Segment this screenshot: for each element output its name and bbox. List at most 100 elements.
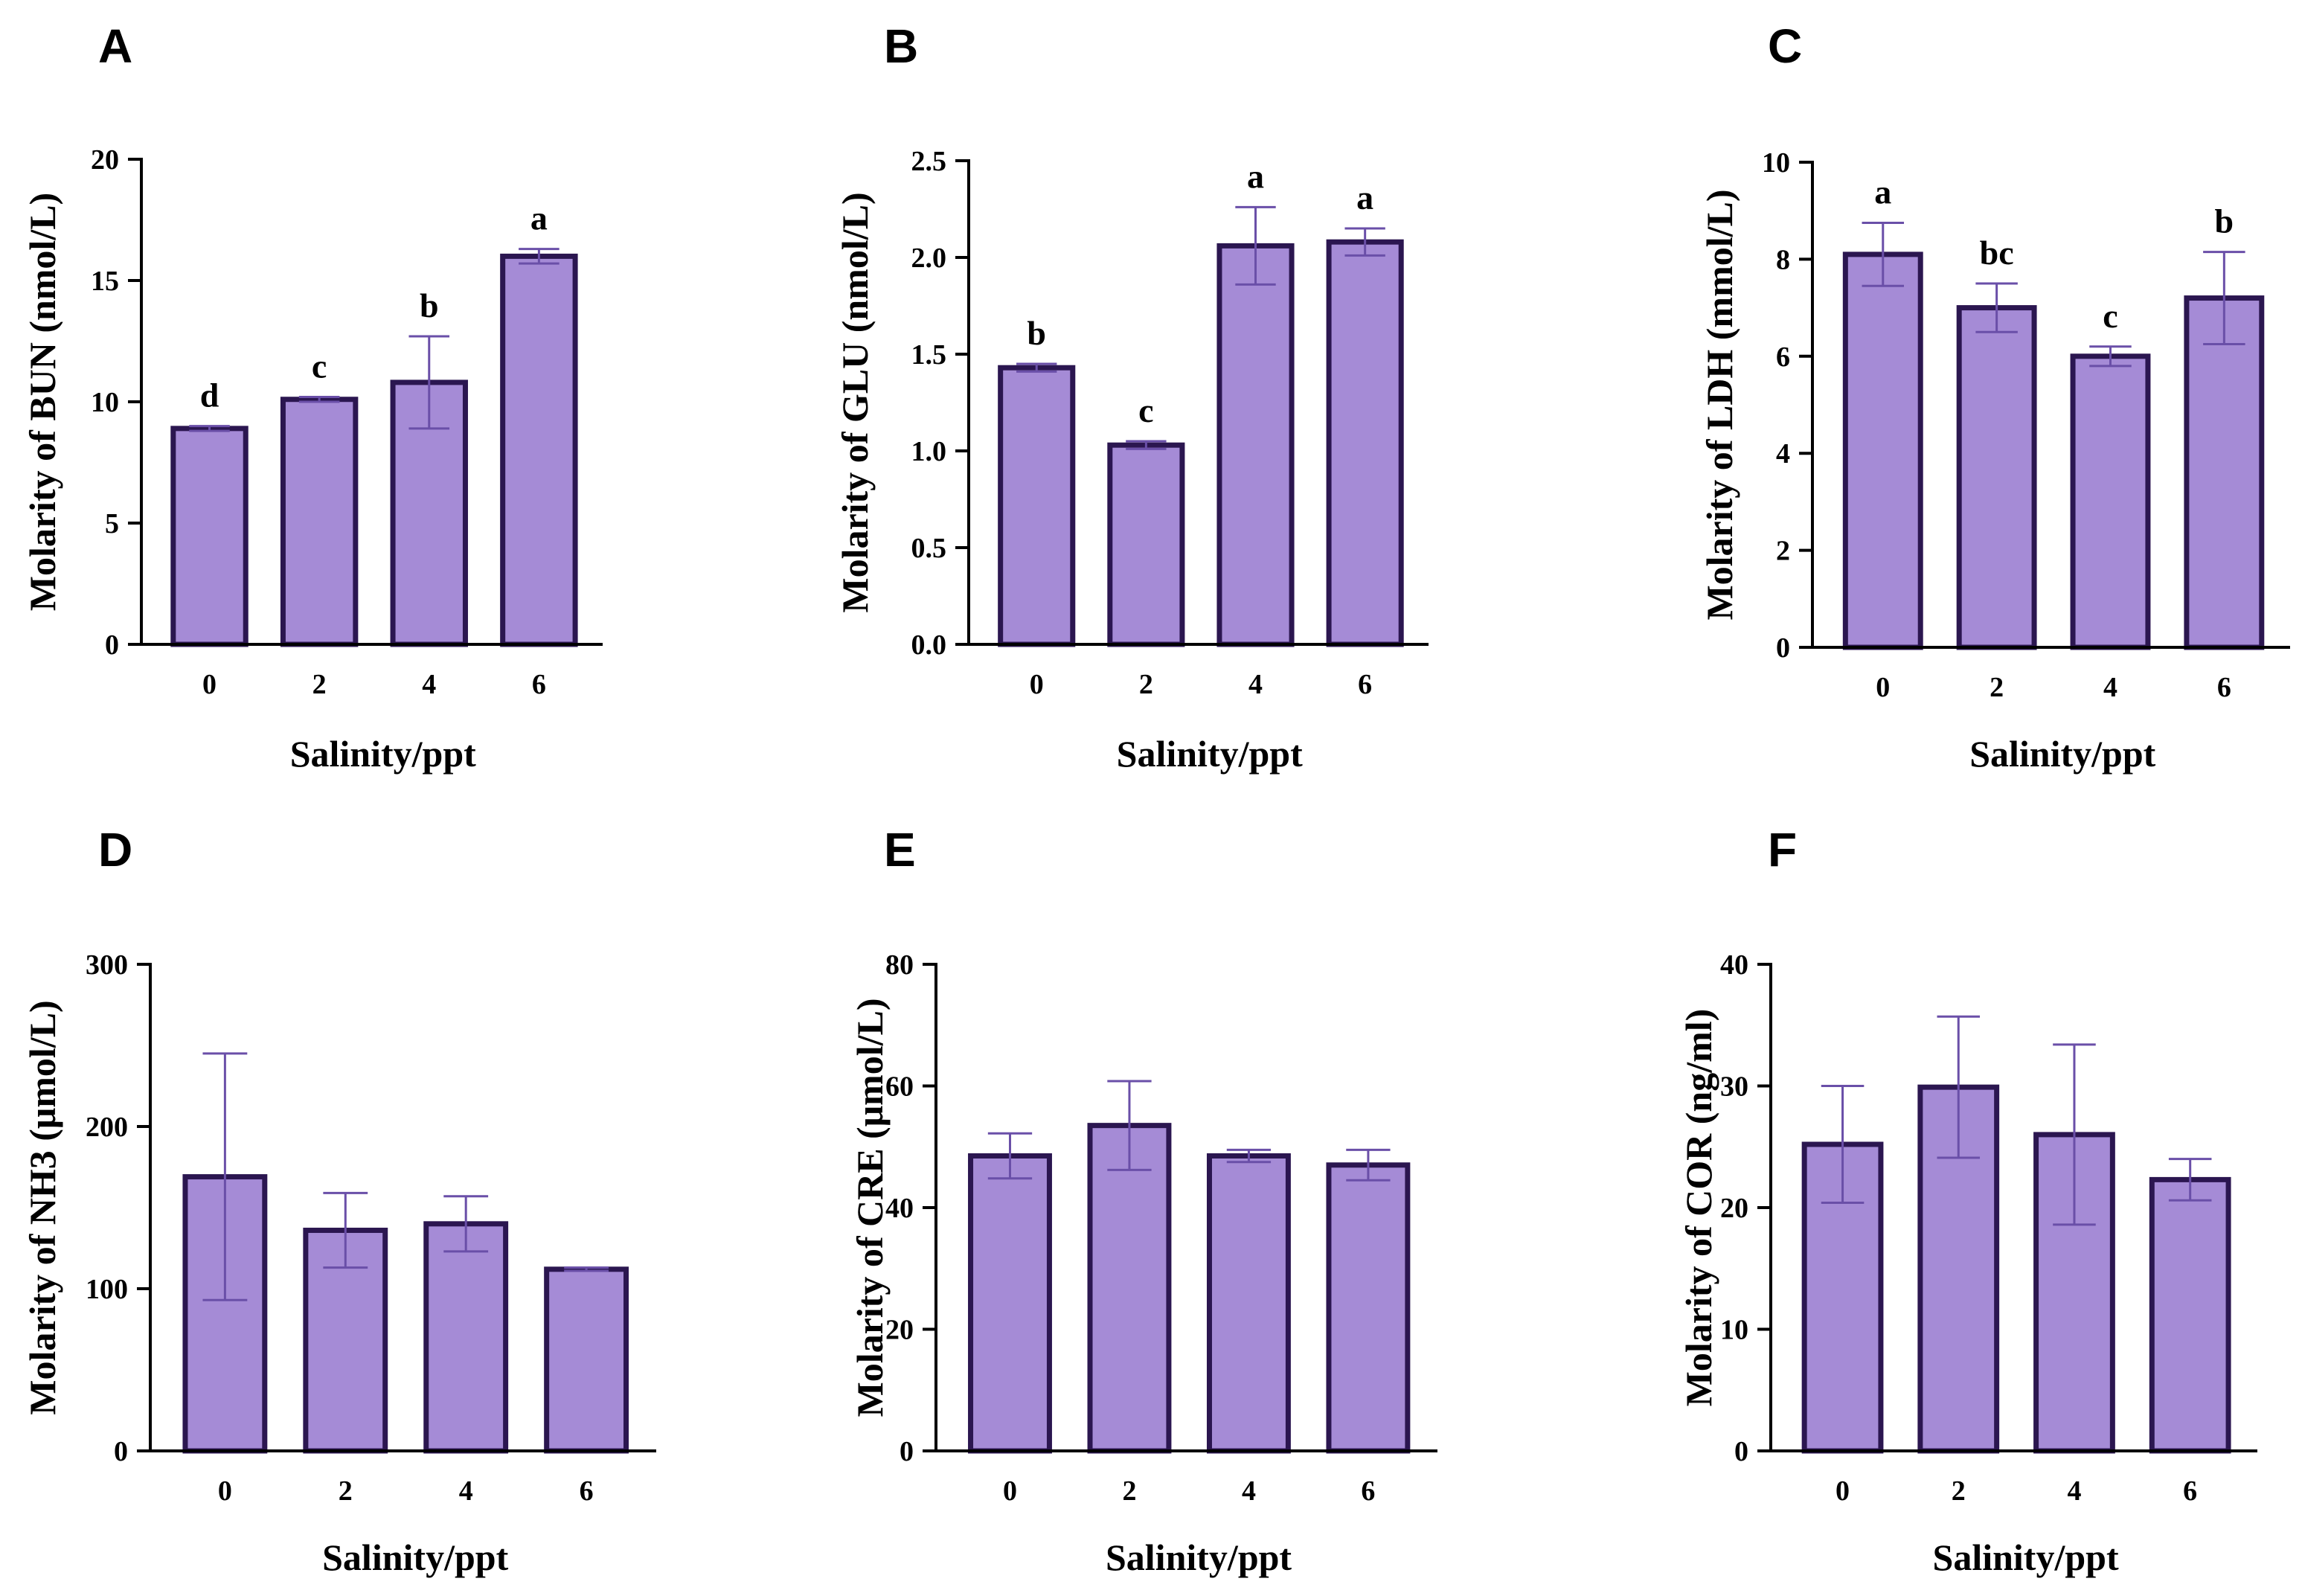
x-tick-label: 2 bbox=[1122, 1475, 1136, 1507]
panel-letter: E bbox=[884, 823, 916, 876]
y-axis-title: Molarity of CRE (μmol/L) bbox=[849, 999, 891, 1417]
x-tick-label: 4 bbox=[422, 669, 436, 700]
y-axis-title: Molarity of COR (ng/ml) bbox=[1678, 1009, 1719, 1407]
bar bbox=[2070, 353, 2151, 650]
error-bar bbox=[2053, 1043, 2096, 1226]
x-tick-label: 2 bbox=[1139, 669, 1153, 700]
error-bar bbox=[564, 1266, 609, 1272]
y-tick-label: 80 bbox=[885, 949, 914, 981]
bar bbox=[1107, 442, 1185, 647]
bar bbox=[1326, 1162, 1411, 1454]
bar bbox=[1956, 305, 2037, 650]
error-bar bbox=[1126, 440, 1167, 450]
bar bbox=[1087, 1123, 1172, 1454]
bar bbox=[423, 1221, 509, 1454]
x-tick-label: 6 bbox=[532, 669, 546, 700]
error-bar bbox=[1344, 227, 1385, 257]
error-bar bbox=[1937, 1015, 1981, 1159]
panel-letter: B bbox=[884, 19, 918, 73]
y-tick-label: 0 bbox=[900, 1436, 914, 1467]
x-tick-label: 6 bbox=[2183, 1475, 2197, 1507]
y-tick-label: 2.5 bbox=[911, 146, 947, 177]
y-tick-label: 0 bbox=[1734, 1436, 1748, 1467]
y-tick-label: 30 bbox=[1720, 1071, 1748, 1103]
panel-letter: F bbox=[1768, 823, 1797, 876]
error-bar bbox=[1975, 282, 2018, 333]
x-tick-label: 0 bbox=[1876, 672, 1890, 703]
y-tick-label: 1.0 bbox=[911, 436, 947, 467]
x-tick-label: 6 bbox=[1361, 1475, 1375, 1507]
y-axis-title: Molarity of NH3 (μmol/L) bbox=[22, 1000, 63, 1414]
y-tick-label: 6 bbox=[1776, 342, 1790, 373]
bar bbox=[998, 365, 1076, 647]
significance-letter: a bbox=[1247, 157, 1264, 195]
x-axis-title: Salinity/ppt bbox=[290, 733, 476, 775]
significance-letter: b bbox=[2215, 202, 2234, 240]
x-axis-title: Salinity/ppt bbox=[1117, 733, 1303, 775]
error-bar bbox=[2168, 1158, 2212, 1202]
error-bar bbox=[2203, 251, 2245, 345]
y-tick-label: 100 bbox=[86, 1274, 128, 1305]
x-tick-label: 4 bbox=[1248, 669, 1263, 700]
significance-letter: a bbox=[1874, 173, 1891, 211]
x-axis-title: Salinity/ppt bbox=[322, 1536, 508, 1578]
y-tick-label: 300 bbox=[86, 949, 128, 981]
y-tick-label: 20 bbox=[885, 1315, 914, 1346]
chart-panel-c: Ca 0 bc 2 c 4 b 6 0 2 4 6 8 10 Salinity/ppt Molarity of… bbox=[1699, 19, 2290, 775]
panel-letter: D bbox=[98, 823, 132, 876]
chart-panel-b: Bb 0 c 2 a 4 a 6 0.0 0.5 1.0 1.5 2.0 2.5 Salinity/ppt M… bbox=[834, 19, 1429, 775]
bar bbox=[1326, 239, 1404, 647]
significance-letter: a bbox=[1356, 179, 1373, 217]
bar bbox=[280, 397, 359, 647]
bar bbox=[968, 1153, 1052, 1454]
significance-letter: b bbox=[420, 286, 439, 324]
x-tick-label: 4 bbox=[1242, 1475, 1256, 1507]
y-tick-label: 200 bbox=[86, 1112, 128, 1143]
significance-letter: c bbox=[312, 347, 327, 385]
bar bbox=[170, 426, 249, 647]
error-bar bbox=[1226, 1148, 1272, 1164]
y-tick-label: 0 bbox=[114, 1436, 128, 1467]
error-bar bbox=[202, 1052, 248, 1301]
error-bar bbox=[987, 1132, 1033, 1180]
panel-letter: C bbox=[1768, 19, 1802, 73]
y-tick-label: 10 bbox=[1720, 1315, 1748, 1346]
y-tick-label: 4 bbox=[1776, 438, 1790, 469]
error-bar bbox=[1821, 1085, 1865, 1204]
x-tick-label: 4 bbox=[2067, 1475, 2081, 1507]
y-axis-title: Molarity of BUN (nmol/L) bbox=[22, 193, 63, 611]
y-axis-title: Molarity of LDH (mmol/L) bbox=[1699, 189, 1740, 620]
error-bar bbox=[1016, 362, 1057, 373]
y-tick-label: 0 bbox=[1776, 632, 1790, 664]
x-tick-label: 0 bbox=[218, 1475, 232, 1507]
x-tick-label: 0 bbox=[1003, 1475, 1017, 1507]
bar bbox=[544, 1266, 629, 1454]
x-tick-label: 2 bbox=[1952, 1475, 1966, 1507]
bar bbox=[2184, 295, 2265, 650]
error-bar bbox=[1346, 1148, 1391, 1182]
x-tick-label: 4 bbox=[459, 1475, 473, 1507]
y-tick-label: 60 bbox=[885, 1071, 914, 1103]
error-bar bbox=[189, 425, 230, 432]
bar bbox=[1216, 243, 1295, 647]
error-bar bbox=[519, 248, 560, 265]
y-tick-label: 0 bbox=[105, 629, 119, 661]
x-tick-label: 2 bbox=[339, 1475, 353, 1507]
significance-letter: a bbox=[530, 199, 548, 237]
bar bbox=[1842, 251, 1923, 650]
x-axis-title: Salinity/ppt bbox=[1106, 1536, 1292, 1578]
y-tick-label: 0.5 bbox=[911, 533, 947, 564]
y-tick-label: 10 bbox=[1762, 147, 1790, 179]
bar bbox=[2149, 1176, 2231, 1454]
chart-panel-a: Ad 0 c 2 b 4 a 6 0 5 10 15 20 Salinity/ppt Molarity of… bbox=[22, 19, 603, 775]
significance-letter: d bbox=[200, 376, 219, 414]
significance-letter: bc bbox=[1980, 234, 2014, 272]
x-tick-label: 4 bbox=[2103, 672, 2117, 703]
error-bar bbox=[408, 335, 450, 430]
y-tick-label: 1.5 bbox=[911, 339, 947, 371]
y-tick-label: 40 bbox=[1720, 949, 1748, 981]
bar bbox=[500, 253, 578, 647]
error-bar bbox=[298, 395, 340, 403]
y-tick-label: 40 bbox=[885, 1193, 914, 1224]
